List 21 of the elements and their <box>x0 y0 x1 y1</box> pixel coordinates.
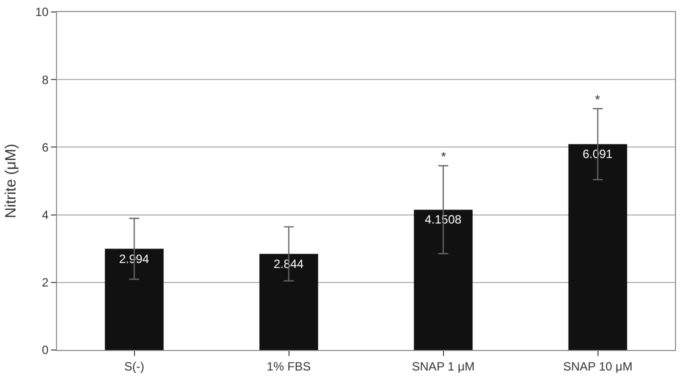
y-tick-label: 8 <box>42 72 49 87</box>
data-label: 6.091 <box>582 147 613 162</box>
annotation: * <box>595 92 600 107</box>
data-label: 4.1508 <box>424 212 462 227</box>
x-tick-label: S(-) <box>124 359 144 374</box>
y-tick-label: 0 <box>42 343 49 358</box>
y-tick-label: 4 <box>42 208 49 222</box>
bar <box>568 144 628 350</box>
bar <box>259 254 318 350</box>
y-axis-title: Nitrite (μM) <box>2 144 20 218</box>
data-label: 2.844 <box>274 256 304 271</box>
annotation: * <box>441 149 446 164</box>
y-tick-label: 10 <box>35 5 49 20</box>
y-tick-label: 6 <box>42 140 49 154</box>
bar <box>104 248 164 350</box>
x-tick-label: SNAP 10 μM <box>563 359 632 374</box>
x-tick-label: 1% FBS <box>266 359 311 374</box>
x-tick-label: SNAP 1 μM <box>412 359 475 374</box>
data-label: 2.994 <box>119 252 150 266</box>
y-tick-label: 2 <box>42 276 49 290</box>
bar <box>414 210 473 350</box>
